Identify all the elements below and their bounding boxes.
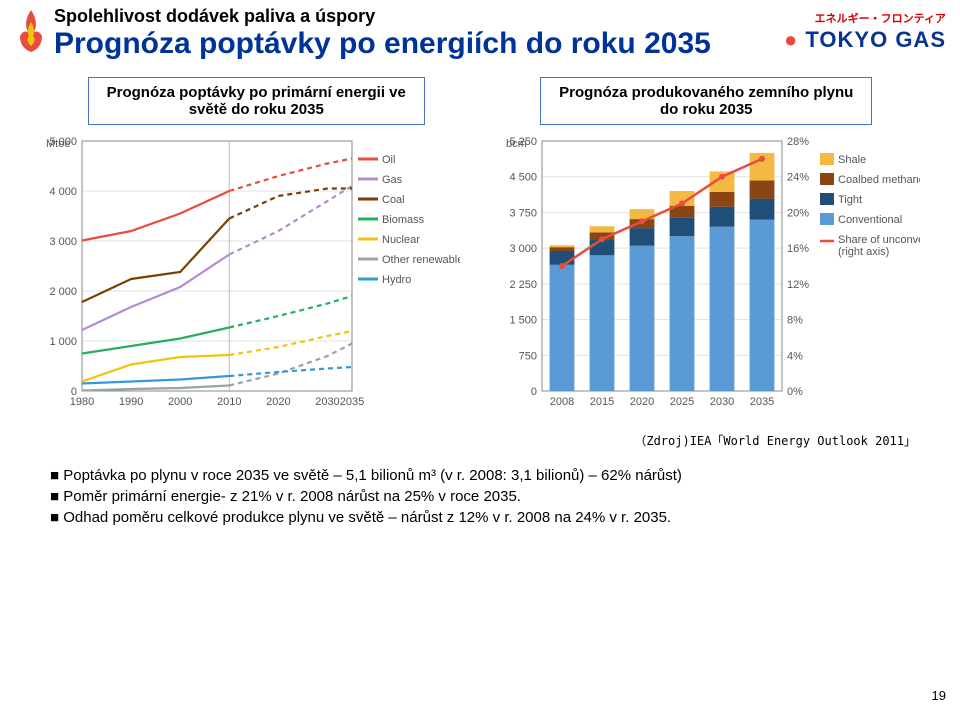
box-right: Prognóza produkovaného zemního plynudo r… bbox=[540, 77, 872, 125]
bullet-item: Odhad poměru celkové produkce plynu ve s… bbox=[50, 509, 920, 526]
svg-text:2025: 2025 bbox=[670, 396, 694, 408]
svg-text:3 000: 3 000 bbox=[49, 236, 77, 248]
svg-text:0%: 0% bbox=[787, 386, 803, 398]
svg-text:Hydro: Hydro bbox=[382, 274, 411, 286]
header: Spolehlivost dodávek paliva a úspory Pro… bbox=[0, 0, 960, 61]
svg-text:2 000: 2 000 bbox=[49, 286, 77, 298]
svg-text:Share of unconventional: Share of unconventional bbox=[838, 234, 920, 246]
svg-text:16%: 16% bbox=[787, 243, 809, 255]
svg-text:Oil: Oil bbox=[382, 154, 395, 166]
svg-text:24%: 24% bbox=[787, 172, 809, 184]
svg-text:2035: 2035 bbox=[340, 396, 364, 408]
svg-text:Coalbed methane: Coalbed methane bbox=[838, 174, 920, 186]
bullet-item: Poptávka po plynu v roce 2035 ve světě –… bbox=[50, 467, 920, 484]
svg-text:Shale: Shale bbox=[838, 154, 866, 166]
chart-gas: 07501 5002 2503 0003 7504 5005 2500%4%8%… bbox=[500, 131, 920, 426]
header-big: Prognóza poptávky po energiích do roku 2… bbox=[54, 27, 711, 61]
svg-text:4 500: 4 500 bbox=[509, 172, 537, 184]
svg-text:2030: 2030 bbox=[710, 396, 734, 408]
header-small: Spolehlivost dodávek paliva a úspory bbox=[54, 6, 711, 27]
svg-text:2000: 2000 bbox=[168, 396, 192, 408]
svg-text:20%: 20% bbox=[787, 207, 809, 219]
bullet-item: Poměr primární energie- z 21% v r. 2008 … bbox=[50, 488, 920, 505]
logo: エネルギー・フロンティア ● TOKYO GAS bbox=[784, 12, 946, 55]
svg-text:2 250: 2 250 bbox=[509, 279, 537, 291]
svg-text:Tight: Tight bbox=[838, 194, 862, 206]
svg-text:2035: 2035 bbox=[750, 396, 774, 408]
svg-text:Other renewables: Other renewables bbox=[382, 254, 460, 266]
svg-text:bcm: bcm bbox=[506, 138, 527, 150]
box-left: Prognóza poptávky po primární energii ve… bbox=[88, 77, 425, 125]
svg-text:Coal: Coal bbox=[382, 194, 405, 206]
svg-text:750: 750 bbox=[519, 350, 537, 362]
page-number: 19 bbox=[932, 688, 946, 703]
svg-text:(right axis): (right axis) bbox=[838, 246, 889, 258]
svg-text:12%: 12% bbox=[787, 279, 809, 291]
svg-text:1 000: 1 000 bbox=[49, 336, 77, 348]
svg-text:Gas: Gas bbox=[382, 174, 403, 186]
svg-text:1 500: 1 500 bbox=[509, 315, 537, 327]
svg-text:3 000: 3 000 bbox=[509, 243, 537, 255]
svg-text:3 750: 3 750 bbox=[509, 207, 537, 219]
svg-text:2020: 2020 bbox=[630, 396, 654, 408]
svg-text:2015: 2015 bbox=[590, 396, 614, 408]
svg-text:2008: 2008 bbox=[550, 396, 574, 408]
source-text: （Zdroj)IEA「World Energy Outlook 2011」 bbox=[0, 432, 960, 449]
svg-text:1990: 1990 bbox=[119, 396, 143, 408]
svg-text:28%: 28% bbox=[787, 136, 809, 148]
svg-text:2030: 2030 bbox=[315, 396, 339, 408]
bullet-list: Poptávka po plynu v roce 2035 ve světě –… bbox=[50, 467, 920, 526]
svg-text:Nuclear: Nuclear bbox=[382, 234, 420, 246]
svg-text:2010: 2010 bbox=[217, 396, 241, 408]
svg-text:1980: 1980 bbox=[70, 396, 94, 408]
chart-demand: 01 0002 0003 0004 0005 00019801990200020… bbox=[40, 131, 460, 426]
svg-text:0: 0 bbox=[531, 386, 537, 398]
flame-icon bbox=[14, 6, 48, 54]
svg-text:Mtoe: Mtoe bbox=[46, 138, 70, 150]
svg-text:4%: 4% bbox=[787, 350, 803, 362]
svg-text:2020: 2020 bbox=[266, 396, 290, 408]
svg-text:Conventional: Conventional bbox=[838, 214, 902, 226]
svg-text:4 000: 4 000 bbox=[49, 186, 77, 198]
svg-text:8%: 8% bbox=[787, 315, 803, 327]
svg-text:Biomass: Biomass bbox=[382, 214, 425, 226]
